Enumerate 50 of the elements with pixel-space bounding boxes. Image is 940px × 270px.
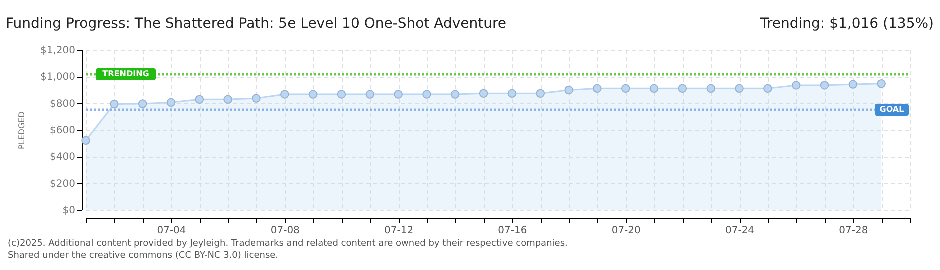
point	[650, 84, 659, 94]
point	[224, 95, 232, 104]
y-tick-label: $0	[62, 206, 76, 216]
x-tick-label: 07-16	[498, 226, 528, 236]
point	[195, 95, 204, 104]
point	[82, 136, 90, 146]
point	[451, 90, 460, 99]
y-tick-label: $400	[50, 152, 76, 164]
y-tick-label: $600	[50, 126, 76, 136]
point	[479, 89, 488, 98]
chart-title: Funding Progress: The Shattered Path: 5e Level 10 One-Shot Adventure	[6, 16, 507, 32]
point	[848, 80, 858, 89]
point	[735, 84, 744, 94]
point	[792, 81, 801, 90]
point	[621, 84, 630, 94]
y-tick-label: $200	[50, 178, 76, 190]
text: (c)2025. Additional content provided by Jeyleigh. Trademarks and related content are owned by their respective companies.	[8, 239, 568, 249]
point	[422, 90, 432, 99]
point	[280, 90, 290, 99]
point	[138, 100, 148, 108]
ref-line-label: GOAL	[880, 105, 904, 114]
point	[110, 100, 119, 109]
x-tick-label: 07-12	[384, 226, 414, 236]
x-tick-label: 07-24	[725, 226, 755, 236]
x-tick-label: 07-08	[270, 226, 300, 236]
x-tick-label: 07-04	[157, 226, 186, 236]
x-tick-label: 07-20	[612, 226, 641, 236]
y-tick-label: $1,200	[40, 46, 76, 56]
x-tick-label: 07-28	[839, 226, 868, 236]
point	[394, 90, 403, 99]
ref-line-label: TRENDING	[102, 70, 150, 79]
chart-subtitle: Trending: $1,016 (135%)	[759, 16, 934, 32]
point	[593, 84, 602, 94]
text: Shared under the creative commons (CC BY-NC 3.0) license.	[8, 251, 279, 261]
point	[508, 89, 517, 98]
point	[166, 98, 176, 108]
point	[252, 94, 261, 103]
point	[678, 84, 688, 94]
point	[820, 81, 830, 90]
point	[877, 80, 886, 88]
point	[536, 89, 545, 98]
y-axis-title: PLEDGED	[18, 112, 27, 150]
point	[764, 84, 772, 94]
point	[366, 90, 375, 99]
point	[564, 86, 574, 95]
y-tick-label: $800	[50, 98, 76, 110]
y-tick-label: $1,000	[40, 72, 76, 84]
point	[706, 84, 716, 94]
point	[308, 90, 318, 99]
point	[337, 90, 346, 99]
